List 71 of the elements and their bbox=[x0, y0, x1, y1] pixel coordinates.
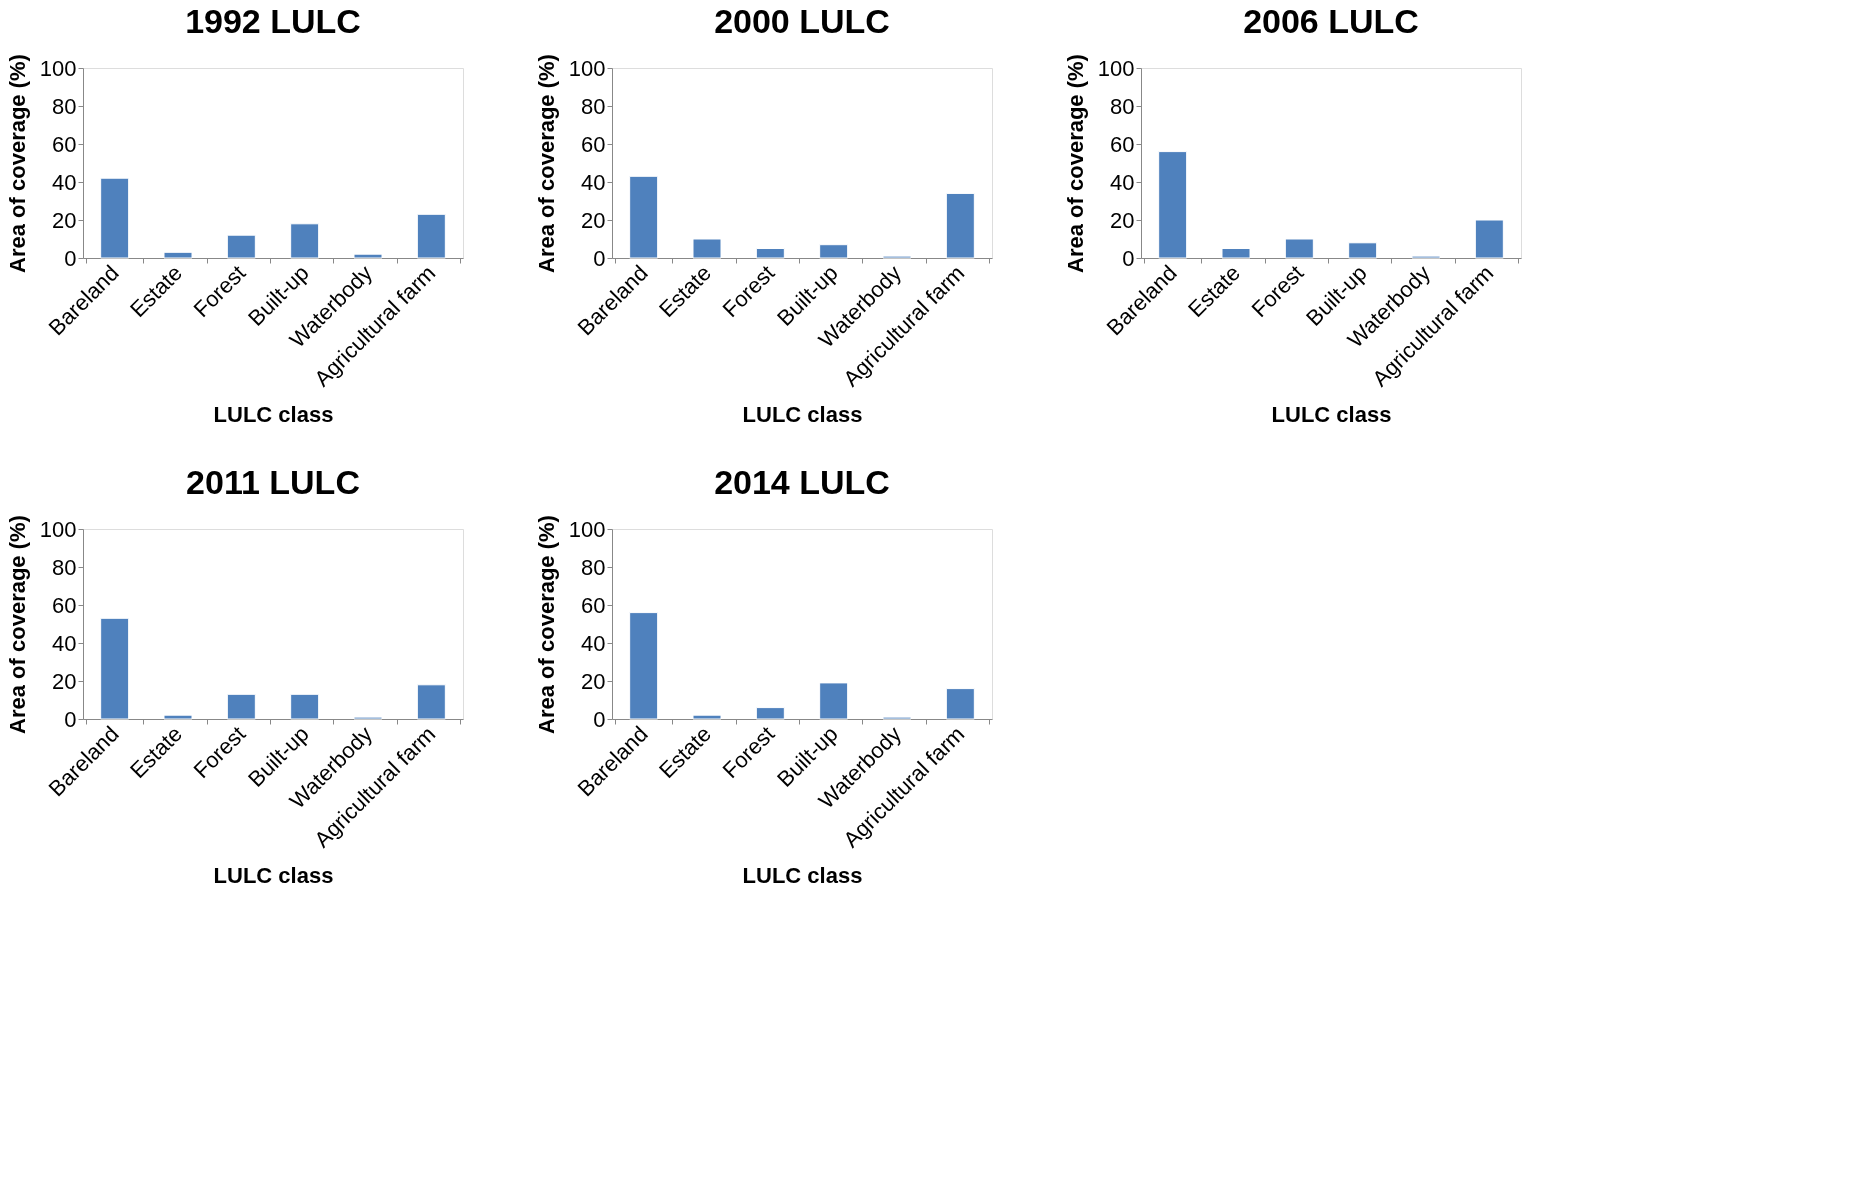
y-tick-label: 40 bbox=[581, 630, 606, 656]
bar bbox=[1474, 219, 1504, 259]
y-tick-label: 100 bbox=[568, 516, 606, 542]
x-axis-title: LULC class bbox=[1271, 401, 1392, 427]
bar bbox=[692, 714, 722, 720]
y-tick-label: 60 bbox=[581, 592, 606, 618]
y-tick-label: 100 bbox=[39, 516, 77, 542]
chart-title: 2006 LULC bbox=[1243, 1, 1419, 40]
y-tick-label: 0 bbox=[1122, 245, 1135, 271]
chart-title: 2014 LULC bbox=[714, 462, 890, 501]
y-tick-label: 40 bbox=[1110, 169, 1135, 195]
y-tick-label: 0 bbox=[593, 706, 606, 732]
chart-title: 2000 LULC bbox=[714, 1, 890, 40]
y-tick-label: 60 bbox=[1110, 131, 1135, 157]
y-tick-label: 60 bbox=[52, 131, 77, 157]
bar bbox=[1158, 151, 1188, 259]
bar bbox=[353, 253, 383, 259]
y-tick-label: 20 bbox=[581, 668, 606, 694]
y-tick-label: 80 bbox=[52, 554, 77, 580]
y-tick-label: 80 bbox=[52, 93, 77, 119]
bar bbox=[290, 693, 320, 720]
bar bbox=[100, 177, 130, 259]
bar bbox=[945, 688, 975, 720]
bar bbox=[226, 693, 256, 720]
bar bbox=[163, 251, 193, 259]
bar bbox=[1221, 248, 1251, 259]
bar bbox=[1284, 238, 1314, 259]
y-axis-title: Area of coverage (%) bbox=[1062, 54, 1088, 273]
y-tick-label: 20 bbox=[581, 207, 606, 233]
y-axis-title: Area of coverage (%) bbox=[533, 515, 559, 734]
y-tick-label: 40 bbox=[581, 169, 606, 195]
y-tick-label: 60 bbox=[581, 131, 606, 157]
bar bbox=[1348, 242, 1378, 259]
x-axis-title: LULC class bbox=[213, 401, 334, 427]
bar bbox=[629, 612, 659, 720]
y-tick-label: 40 bbox=[52, 169, 77, 195]
bar bbox=[755, 707, 785, 720]
bar bbox=[945, 192, 975, 259]
y-tick-label: 100 bbox=[568, 55, 606, 81]
y-tick-label: 0 bbox=[593, 245, 606, 271]
y-tick-label: 60 bbox=[52, 592, 77, 618]
x-axis-title: LULC class bbox=[742, 862, 863, 888]
y-tick-label: 100 bbox=[39, 55, 77, 81]
bar bbox=[755, 248, 785, 259]
bar bbox=[100, 617, 130, 720]
x-axis-title: LULC class bbox=[213, 862, 334, 888]
x-axis-title: LULC class bbox=[742, 401, 863, 427]
bar bbox=[416, 213, 446, 259]
y-tick-label: 20 bbox=[1110, 207, 1135, 233]
y-tick-label: 20 bbox=[52, 207, 77, 233]
y-tick-label: 100 bbox=[1097, 55, 1135, 81]
chart-title: 2011 LULC bbox=[186, 462, 360, 501]
y-tick-label: 0 bbox=[64, 245, 77, 271]
y-axis-title: Area of coverage (%) bbox=[4, 515, 30, 734]
y-tick-label: 80 bbox=[581, 554, 606, 580]
bar bbox=[819, 682, 849, 720]
chart-title: 1992 LULC bbox=[185, 1, 361, 40]
bar bbox=[819, 244, 849, 259]
bar bbox=[226, 234, 256, 259]
y-axis-title: Area of coverage (%) bbox=[533, 54, 559, 273]
bar bbox=[692, 238, 722, 259]
bar bbox=[290, 223, 320, 259]
y-axis-title: Area of coverage (%) bbox=[4, 54, 30, 273]
y-tick-label: 80 bbox=[1110, 93, 1135, 119]
y-tick-label: 0 bbox=[64, 706, 77, 732]
bar bbox=[416, 684, 446, 720]
bar bbox=[629, 175, 659, 259]
y-tick-label: 80 bbox=[581, 93, 606, 119]
y-tick-label: 40 bbox=[52, 630, 77, 656]
bar bbox=[163, 714, 193, 720]
y-tick-label: 20 bbox=[52, 668, 77, 694]
